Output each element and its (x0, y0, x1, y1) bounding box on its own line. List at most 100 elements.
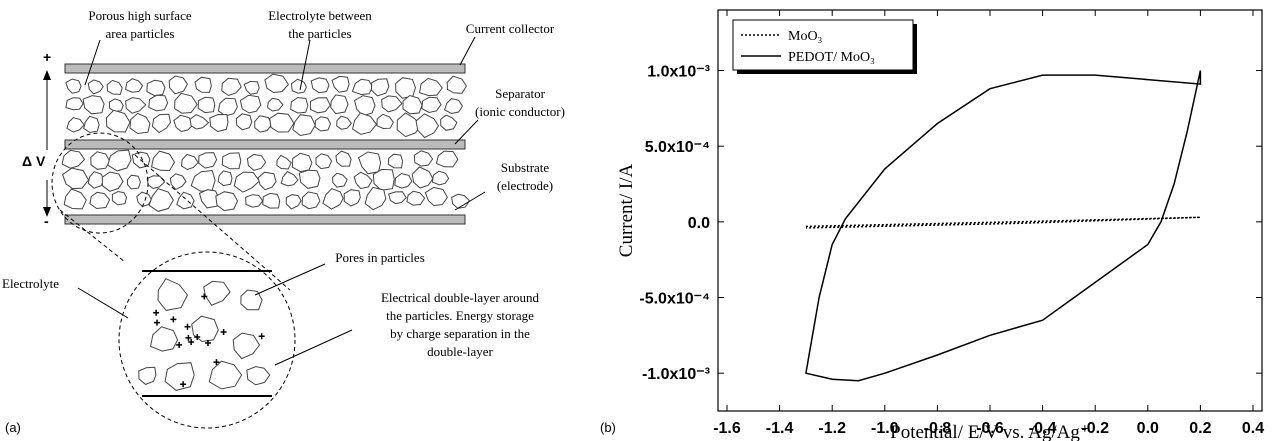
particle (176, 191, 195, 210)
particle (151, 150, 176, 172)
zoom-circle (118, 251, 296, 429)
x-tick-label: -0.2 (1081, 420, 1109, 437)
particle (101, 171, 124, 192)
x-tick-label: 0.4 (1242, 420, 1264, 437)
particle (217, 170, 233, 187)
particle (61, 149, 86, 169)
particle (246, 153, 267, 171)
particle (394, 172, 413, 189)
particle (353, 95, 376, 117)
particle (291, 152, 313, 173)
x-tick-label: -0.6 (976, 420, 1004, 437)
diagram-label: Electrical double-layer around (381, 290, 540, 305)
charge-sign (176, 341, 183, 348)
particle (63, 188, 87, 210)
pointer (299, 39, 311, 91)
pointer (274, 329, 353, 366)
diagram-label: area particles (106, 26, 175, 41)
particle (150, 326, 179, 352)
charge-sign (194, 334, 201, 341)
particle (173, 114, 195, 133)
charge-sign (154, 319, 161, 326)
particle (330, 94, 349, 115)
particle (191, 315, 219, 343)
particle (221, 77, 242, 97)
particle (269, 112, 295, 133)
particle (415, 113, 440, 139)
particle (335, 150, 352, 167)
particle (107, 149, 132, 172)
particle (336, 115, 352, 130)
x-tick-label: -1.2 (818, 420, 846, 437)
pointer (84, 39, 101, 86)
particle (138, 366, 157, 385)
particle (285, 194, 302, 210)
diagram-label: Pores in particles (335, 250, 425, 265)
charge-sign (185, 334, 192, 341)
particle (83, 115, 100, 134)
particle (232, 332, 261, 360)
particle (87, 79, 104, 95)
charge-sign (201, 293, 208, 300)
particle (203, 280, 231, 306)
charge-sign (213, 359, 220, 366)
particle (315, 153, 333, 170)
charge-sign (153, 309, 160, 316)
particle (357, 151, 382, 175)
particle (245, 194, 264, 208)
particle (209, 113, 229, 133)
particle (215, 191, 239, 212)
particle (331, 75, 350, 93)
y-axis-label: Current/ I/A (616, 164, 637, 258)
particle (240, 289, 263, 311)
diagram-label: (ionic conductor) (475, 104, 565, 119)
particle (66, 117, 85, 133)
particle (194, 76, 212, 93)
current-collector (64, 63, 466, 74)
diagram-label: Separator (495, 86, 545, 101)
particle (221, 152, 242, 170)
particle (198, 152, 218, 169)
particle (351, 78, 374, 96)
legend-label: MoO₃ (788, 29, 823, 44)
particle (169, 173, 187, 191)
particle (125, 97, 147, 114)
particle (310, 77, 330, 94)
y-tick-label: -1.0x10⁻³ (642, 366, 710, 383)
particle (387, 153, 404, 169)
diagram-label: by charge separation in the (390, 326, 530, 341)
particle (189, 114, 210, 130)
pointer (77, 287, 129, 319)
charge-sign (170, 316, 177, 323)
particle (151, 113, 172, 134)
particle (217, 97, 238, 117)
particle (254, 115, 273, 133)
particle (421, 96, 442, 114)
particle (136, 191, 152, 207)
particle (82, 95, 105, 115)
diagram-label: the particles. Energy storage (386, 308, 534, 323)
zoom-line (134, 154, 291, 291)
particle (443, 98, 463, 115)
particle (440, 114, 458, 131)
particle (89, 191, 111, 210)
diagram: (a) Porous high surface area particles Ele… (2, 8, 565, 435)
diagram-label: Porous high surface (88, 8, 191, 23)
series-line (805, 70, 1202, 382)
particle (264, 73, 290, 94)
particle (233, 171, 261, 193)
x-tick-label: -0.8 (924, 420, 952, 437)
legend (732, 19, 914, 71)
diagram-label: Current collector (466, 21, 555, 36)
separator (64, 139, 466, 150)
particle (411, 166, 434, 189)
charge-sign (184, 323, 191, 330)
particle (146, 79, 166, 97)
diagram-label: (electrode) (497, 178, 553, 193)
zoom-region (51, 132, 149, 234)
pointer (254, 263, 326, 296)
particle (267, 97, 284, 112)
x-tick-label: -1.6 (713, 420, 741, 437)
